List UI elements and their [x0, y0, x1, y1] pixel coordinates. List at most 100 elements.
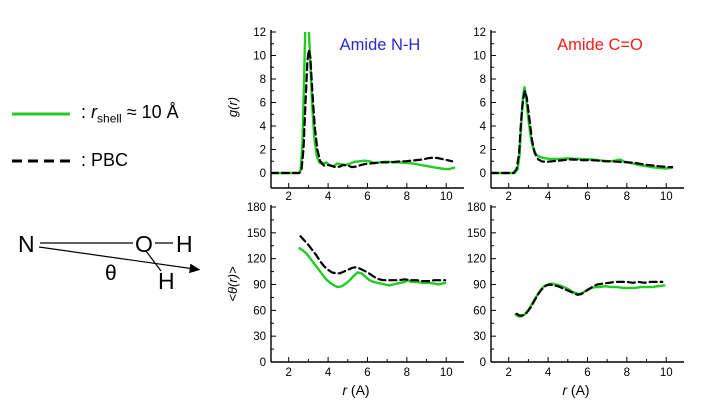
theta-angle-symbol: θ — [105, 262, 117, 285]
y-tick-label: 90 — [473, 280, 486, 292]
x-tick-label: 2 — [506, 191, 512, 203]
x-axis-title: r (A) — [342, 382, 369, 398]
tick-labels: 0 2 4 6 8 10 12 2 4 6 8 10 — [253, 27, 452, 203]
x-tick-label: 6 — [584, 367, 590, 379]
x-tick-label: 2 — [286, 367, 292, 379]
legend-pbc-text: : PBC — [81, 150, 129, 170]
y-tick-label: 30 — [473, 331, 486, 343]
y-tick-label: 2 — [480, 145, 486, 157]
o-h2-bond-line — [145, 250, 162, 272]
tick-labels: 0 2 4 6 8 10 12 2 4 6 8 10 — [473, 27, 672, 203]
y-axis-title: g(r) — [228, 97, 240, 117]
series-lines — [491, 85, 674, 175]
chart-svg-0: 0 2 4 6 8 10 12 2 4 6 8 10 Amide N-H g(r) — [225, 27, 464, 203]
y-tick-label: 60 — [253, 305, 266, 317]
atom-label-h-lower: H — [158, 268, 175, 294]
y-tick-label: 8 — [480, 74, 486, 86]
y-tick-label: 150 — [467, 228, 486, 240]
y-tick-label: 2 — [260, 145, 266, 157]
chart-title: Amide C=O — [557, 36, 643, 54]
y-tick-label: 60 — [473, 305, 486, 317]
pbc-line-swatch — [12, 159, 70, 162]
x-tick-label: 10 — [660, 367, 673, 379]
x-tick-label: 10 — [440, 191, 453, 203]
shell-series-line — [271, 32, 456, 175]
x-tick-label: 2 — [506, 367, 512, 379]
y-tick-label: 180 — [247, 202, 266, 214]
x-tick-label: 6 — [364, 191, 370, 203]
shell-series-line — [298, 247, 447, 289]
x-tick-label: 6 — [364, 367, 370, 379]
y-tick-label: 10 — [253, 51, 266, 63]
tick-labels: 0 30 60 90 120 150 180 2 4 6 8 10 — [467, 202, 673, 379]
chart-theta-amide-nh: 0 30 60 90 120 150 180 2 4 6 8 10 <θ(r)> r (A) — [225, 196, 468, 408]
pbc-series-line — [515, 280, 664, 317]
y-tick-label: 0 — [480, 357, 486, 369]
y-axis-title: <θ(r)> — [228, 266, 240, 302]
y-tick-label: 12 — [253, 27, 266, 39]
x-axis-title: r (A) — [562, 382, 589, 398]
shell-line-swatch — [12, 112, 70, 116]
series-lines — [298, 235, 447, 289]
chart-gr-amide-co: 0 2 4 6 8 10 12 2 4 6 8 10 Amide C=O — [448, 12, 698, 204]
tick-marks — [271, 206, 447, 363]
tick-labels: 0 30 60 90 120 150 180 2 4 6 8 10 — [247, 202, 453, 379]
legend-shell-symbol: r — [91, 102, 98, 122]
y-tick-label: 90 — [253, 280, 266, 292]
y-tick-label: 0 — [480, 168, 486, 180]
x-tick-label: 8 — [624, 191, 630, 203]
x-tick-label: 4 — [545, 367, 552, 379]
legend-pbc-label: : PBC — [81, 150, 128, 171]
series-lines — [514, 280, 666, 318]
legend-item-shell: : rshell ≈ 10 Å — [10, 102, 179, 126]
y-tick-label: 12 — [473, 27, 486, 39]
pbc-series-line — [299, 235, 447, 283]
theta-vector-arrow — [38, 246, 201, 274]
x-tick-label: 4 — [325, 191, 332, 203]
atom-label-n: N — [18, 231, 35, 257]
chart-theta-amide-co: 0 30 60 90 120 150 180 2 4 6 8 10 r (A) — [448, 196, 698, 408]
pbc-series-line — [491, 89, 674, 175]
y-tick-label: 0 — [260, 168, 266, 180]
y-tick-label: 150 — [247, 228, 266, 240]
y-tick-label: 4 — [260, 121, 267, 133]
chart-svg-2: 0 30 60 90 120 150 180 2 4 6 8 10 <θ(r)> r (A) — [225, 202, 464, 398]
legend-shell-subscript: shell — [97, 111, 122, 126]
x-tick-label: 8 — [404, 367, 410, 379]
legend-shell-colon: : — [81, 102, 92, 122]
y-tick-label: 120 — [467, 254, 486, 266]
y-tick-label: 4 — [480, 121, 487, 133]
x-tick-label: 8 — [404, 191, 410, 203]
y-tick-label: 120 — [247, 254, 266, 266]
y-tick-label: 6 — [260, 98, 266, 110]
y-tick-label: 8 — [260, 74, 266, 86]
chart-svg-1: 0 2 4 6 8 10 12 2 4 6 8 10 Amide C=O — [473, 27, 684, 203]
tick-marks — [491, 206, 667, 363]
legend-shell-rest: ≈ 10 Å — [121, 102, 179, 122]
y-tick-label: 6 — [480, 98, 486, 110]
atom-label-o: O — [135, 231, 153, 257]
angle-definition-diagram: N O H H θ — [18, 231, 201, 294]
y-tick-label: 180 — [467, 202, 486, 214]
chart-title: Amide N-H — [340, 36, 421, 54]
tick-marks — [271, 31, 447, 188]
chart-svg-3: 0 30 60 90 120 150 180 2 4 6 8 10 r (A) — [467, 202, 684, 398]
x-tick-label: 8 — [624, 367, 630, 379]
y-tick-label: 10 — [473, 51, 486, 63]
legend-item-pbc: : PBC — [10, 150, 128, 171]
x-tick-label: 4 — [325, 367, 332, 379]
y-tick-label: 30 — [253, 331, 266, 343]
y-tick-label: 0 — [260, 357, 266, 369]
pbc-series-line — [271, 48, 454, 175]
atom-label-h-right: H — [176, 231, 193, 257]
axes — [490, 205, 684, 363]
x-tick-label: 6 — [584, 191, 590, 203]
x-tick-label: 10 — [440, 367, 453, 379]
x-tick-label: 4 — [545, 191, 552, 203]
chart-gr-amide-nh: 0 2 4 6 8 10 12 2 4 6 8 10 Amide N-H g(r) — [225, 12, 468, 204]
x-tick-label: 2 — [286, 191, 292, 203]
x-tick-label: 10 — [660, 191, 673, 203]
series-lines — [271, 32, 456, 175]
legend-shell-label: : rshell ≈ 10 Å — [81, 102, 179, 126]
